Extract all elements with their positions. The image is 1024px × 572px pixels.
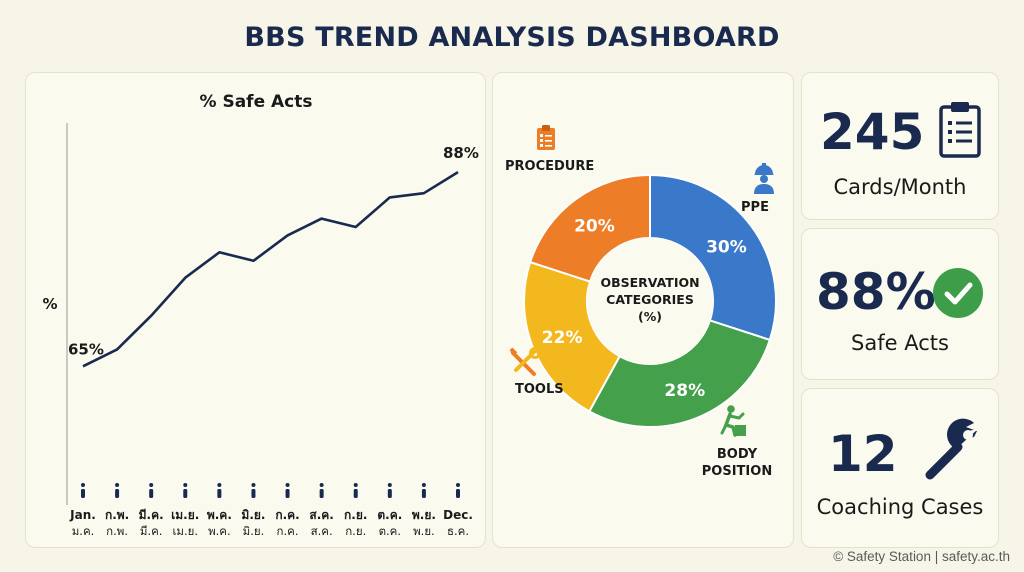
x-tick-label-secondary: ก.ค. [277, 524, 299, 538]
data-label-last: 88% [443, 144, 479, 162]
dashboard-title: BBS TREND ANALYSIS DASHBOARD [244, 22, 780, 53]
data-label-first: 65% [68, 340, 104, 358]
x-tick-label-secondary: มิ.ย. [243, 524, 265, 538]
slice-value-label: 22% [542, 328, 583, 348]
kpi-safe-acts-label: Safe Acts [851, 331, 949, 355]
x-tick-label-secondary: ม.ค. [72, 524, 95, 538]
month-marker-icon [251, 483, 256, 498]
tools-icon [509, 347, 541, 376]
kpi-coaching-label: Coaching Cases [816, 495, 984, 519]
month-marker-icon [81, 483, 85, 498]
kpi-cards-value: 245 [820, 103, 925, 161]
x-tick-label: ก.ค. [275, 508, 299, 522]
safe-acts-line-chart-panel: % Safe Acts % 65% 88% Jan. ม.ค. ก.พ. ก.พ. มี.ค… [25, 72, 486, 548]
month-marker-icon [183, 483, 188, 498]
footer-credit: © Safety Station | safety.ac.th [833, 549, 1010, 564]
line-chart-title: % Safe Acts [200, 92, 313, 112]
slice-value-label: 30% [706, 237, 747, 257]
kpi-cards-label: Cards/Month [833, 175, 967, 199]
kpi-cards-per-month: 245 Cards/Month [801, 72, 999, 220]
donut-center-title: OBSERVATION [600, 275, 699, 290]
month-marker-icon [456, 483, 460, 498]
x-tick-label: พ.ย. [412, 508, 436, 522]
category-label: PPE [741, 200, 769, 215]
month-marker-icon [217, 483, 222, 498]
category-label: PROCEDURE [505, 159, 594, 174]
month-marker-icon [421, 483, 426, 498]
x-tick-label: Jan. [69, 508, 96, 522]
observation-categories-panel: OBSERVATION CATEGORIES (%) 30% 28% 22% 20% PP… [492, 72, 794, 548]
kpi-coaching-cases: 12 Coaching Cases [801, 388, 999, 548]
month-marker-icon [319, 483, 324, 498]
x-tick-label-secondary: มี.ค. [140, 524, 163, 538]
kpi-safe-acts: 88% Safe Acts [801, 228, 999, 380]
safe-acts-series-line [82, 170, 459, 368]
month-marker-icon [149, 483, 154, 498]
month-marker-icon [353, 483, 358, 498]
x-tick-label: ต.ค. [377, 508, 402, 522]
slice-value-label: 20% [574, 217, 615, 237]
hard-hat-worker-icon [754, 163, 774, 194]
x-tick-label-secondary: เม.ย. [172, 524, 198, 538]
slice-value-label: 28% [664, 381, 705, 401]
x-tick-label: ก.พ. [105, 508, 129, 522]
x-tick-label-secondary: ธ.ค. [447, 524, 469, 538]
check-circle-icon [933, 268, 983, 318]
x-tick-label-secondary: พ.ย. [413, 524, 435, 538]
clipboard-icon [939, 102, 981, 158]
body-position-icon [720, 405, 746, 437]
x-tick-label-secondary: ก.พ. [106, 524, 128, 538]
safe-acts-line-chart: % Safe Acts % 65% 88% Jan. ม.ค. ก.พ. ก.พ. มี.ค… [42, 92, 479, 538]
clipboard-checklist-icon [537, 125, 555, 150]
donut-center-title: (%) [638, 309, 662, 324]
line-chart-y-axis-label: % [42, 295, 57, 313]
wrench-icon [925, 418, 982, 480]
x-tick-label: ก.ย. [344, 508, 367, 522]
donut-center-title: CATEGORIES [606, 292, 694, 307]
kpi-safe-acts-value: 88% [816, 263, 936, 321]
x-tick-label: มี.ค. [139, 508, 164, 522]
x-tick-label: Dec. [443, 508, 473, 522]
month-marker-icon [115, 483, 120, 498]
x-tick-label: พ.ค. [207, 508, 232, 522]
category-label: TOOLS [515, 382, 564, 397]
x-tick-label-secondary: ต.ค. [379, 524, 401, 538]
category-label: POSITION [702, 464, 772, 479]
donut-hole [587, 238, 713, 364]
x-tick-label: เม.ย. [171, 508, 199, 522]
category-label: BODY [717, 447, 758, 462]
month-marker-icon [387, 483, 392, 498]
month-marker-icon [285, 483, 290, 498]
x-tick-label-secondary: ก.ย. [345, 524, 366, 538]
kpi-coaching-value: 12 [828, 425, 898, 483]
x-tick-label-secondary: พ.ค. [208, 524, 231, 538]
x-tick-label-secondary: ส.ค. [311, 524, 333, 538]
observation-categories-donut-chart: OBSERVATION CATEGORIES (%) 30% 28% 22% 20% PP… [505, 125, 777, 479]
x-tick-label: มิ.ย. [241, 508, 265, 522]
x-tick-label: ส.ค. [309, 508, 333, 522]
